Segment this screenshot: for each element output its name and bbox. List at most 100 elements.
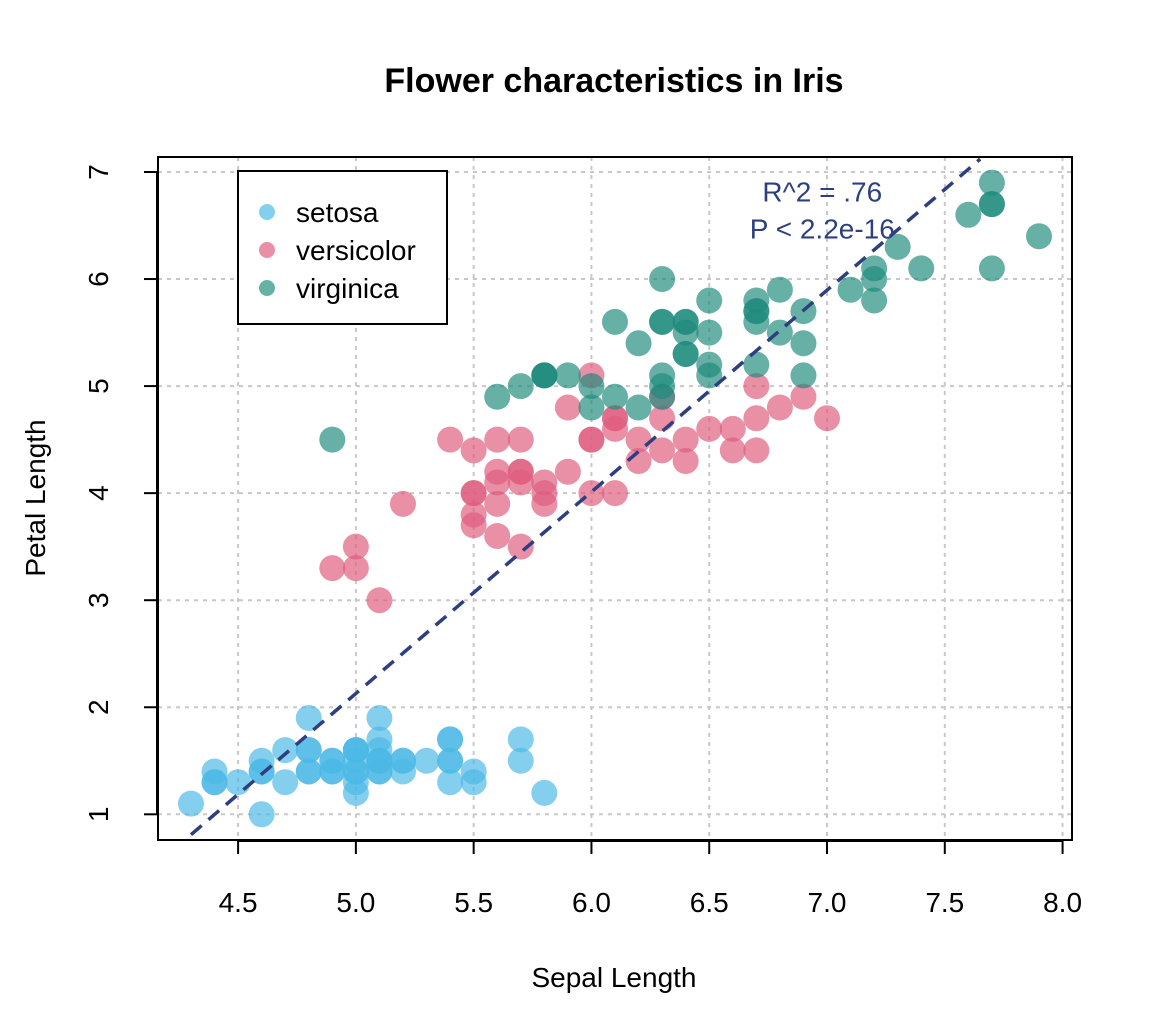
y-tick-label-4: 5 <box>83 378 114 394</box>
y-tick-label-5: 6 <box>83 271 114 287</box>
point-setosa-24 <box>295 704 322 731</box>
point-virginica-46 <box>649 373 676 400</box>
y-tick-label-2: 3 <box>83 592 114 608</box>
y-tick-label-1: 2 <box>83 699 114 715</box>
point-virginica-4 <box>696 287 723 314</box>
point-versicolor-41 <box>602 415 628 442</box>
point-setosa-42 <box>201 769 228 796</box>
point-setosa-22 <box>248 801 275 828</box>
point-versicolor-37 <box>649 437 676 464</box>
point-virginica-41 <box>790 362 817 389</box>
regression-line <box>189 157 982 836</box>
point-setosa-37 <box>319 758 346 785</box>
annotations: R^2 = .76 P < 2.2e-16 <box>750 176 895 244</box>
point-virginica-25 <box>861 266 888 293</box>
point-versicolor-36 <box>743 405 770 432</box>
legend-marker-setosa <box>259 204 275 220</box>
point-setosa-14 <box>531 779 558 806</box>
legend-marker-virginica <box>259 280 275 296</box>
point-virginica-16 <box>696 319 723 346</box>
point-versicolor-25 <box>719 437 746 464</box>
point-setosa-20 <box>437 726 464 753</box>
annotation-1: P < 2.2e-16 <box>750 214 895 245</box>
point-virginica-36 <box>649 308 676 335</box>
point-virginica-15 <box>672 340 699 367</box>
chart-title: Flower characteristics in Iris <box>384 62 843 100</box>
point-setosa-44 <box>366 704 393 731</box>
point-versicolor-26 <box>766 394 793 421</box>
point-virginica-6 <box>319 426 346 453</box>
point-virginica-44 <box>743 298 770 325</box>
point-versicolor-29 <box>507 533 534 560</box>
point-virginica-0 <box>649 266 676 293</box>
point-versicolor-16 <box>484 426 511 453</box>
point-setosa-36 <box>460 769 487 796</box>
point-versicolor-44 <box>484 458 511 485</box>
point-virginica-21 <box>484 383 511 410</box>
point-virginica-29 <box>861 287 888 314</box>
grid <box>158 157 1072 840</box>
point-versicolor-35 <box>578 426 605 453</box>
annotation-0: R^2 = .76 <box>762 176 882 207</box>
legend-label-setosa: setosa <box>296 197 379 228</box>
point-setosa-41 <box>225 769 252 796</box>
x-tick-label-6: 7.5 <box>925 887 964 918</box>
point-setosa-32 <box>389 747 416 774</box>
point-setosa-30 <box>295 737 322 764</box>
x-tick-label-2: 5.5 <box>454 887 493 918</box>
point-setosa-2 <box>272 769 299 796</box>
point-virginica-38 <box>578 394 605 421</box>
point-virginica-13 <box>507 373 534 400</box>
point-virginica-26 <box>625 394 652 421</box>
legend-label-virginica: virginica <box>296 273 399 304</box>
point-virginica-27 <box>602 383 628 410</box>
point-versicolor-2 <box>790 383 817 410</box>
point-versicolor-20 <box>554 394 581 421</box>
point-virginica-2 <box>837 276 864 303</box>
legend-label-versicolor: versicolor <box>296 235 416 266</box>
point-virginica-49 <box>554 362 581 389</box>
point-versicolor-31 <box>460 512 487 539</box>
point-virginica-18 <box>978 169 1005 196</box>
point-setosa-16 <box>437 769 464 796</box>
point-versicolor-24 <box>672 448 699 475</box>
point-setosa-13 <box>177 790 204 817</box>
point-virginica-37 <box>672 319 699 346</box>
point-versicolor-48 <box>366 587 393 614</box>
point-versicolor-18 <box>625 426 652 453</box>
point-setosa-47 <box>248 758 275 785</box>
point-virginica-45 <box>743 351 770 378</box>
data-points <box>177 169 1053 828</box>
x-tick-label-5: 7.0 <box>808 887 847 918</box>
point-versicolor-8 <box>719 415 746 442</box>
x-tick-label-0: 4.5 <box>219 887 258 918</box>
legend-marker-versicolor <box>259 242 275 258</box>
point-versicolor-19 <box>484 490 511 517</box>
point-setosa-18 <box>507 726 534 753</box>
point-versicolor-14 <box>484 522 511 549</box>
regression-layer <box>189 157 982 836</box>
point-versicolor-1 <box>672 426 699 453</box>
point-versicolor-27 <box>743 373 770 400</box>
point-setosa-43 <box>342 737 369 764</box>
point-setosa-45 <box>295 758 322 785</box>
point-versicolor-49 <box>507 469 534 496</box>
y-tick-label-6: 7 <box>83 164 114 180</box>
point-virginica-47 <box>696 351 723 378</box>
point-versicolor-5 <box>507 426 534 453</box>
x-tick-label-1: 5.0 <box>336 887 375 918</box>
point-versicolor-11 <box>554 458 581 485</box>
point-virginica-39 <box>790 330 817 357</box>
y-axis: 1 2 3 4 5 6 7 <box>83 164 158 822</box>
point-virginica-35 <box>978 255 1005 282</box>
point-virginica-31 <box>1026 223 1053 250</box>
point-versicolor-9 <box>389 490 416 517</box>
point-versicolor-39 <box>460 480 487 507</box>
point-versicolor-47 <box>625 448 652 475</box>
y-tick-label-3: 4 <box>83 485 114 501</box>
point-virginica-48 <box>625 330 652 357</box>
point-versicolor-4 <box>696 415 723 442</box>
point-virginica-22 <box>978 191 1005 218</box>
point-versicolor-15 <box>743 437 770 464</box>
point-virginica-7 <box>884 233 911 260</box>
